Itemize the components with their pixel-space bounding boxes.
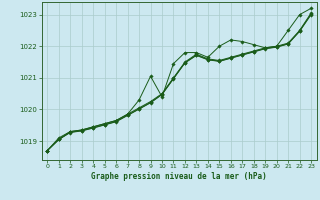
X-axis label: Graphe pression niveau de la mer (hPa): Graphe pression niveau de la mer (hPa) xyxy=(91,172,267,181)
